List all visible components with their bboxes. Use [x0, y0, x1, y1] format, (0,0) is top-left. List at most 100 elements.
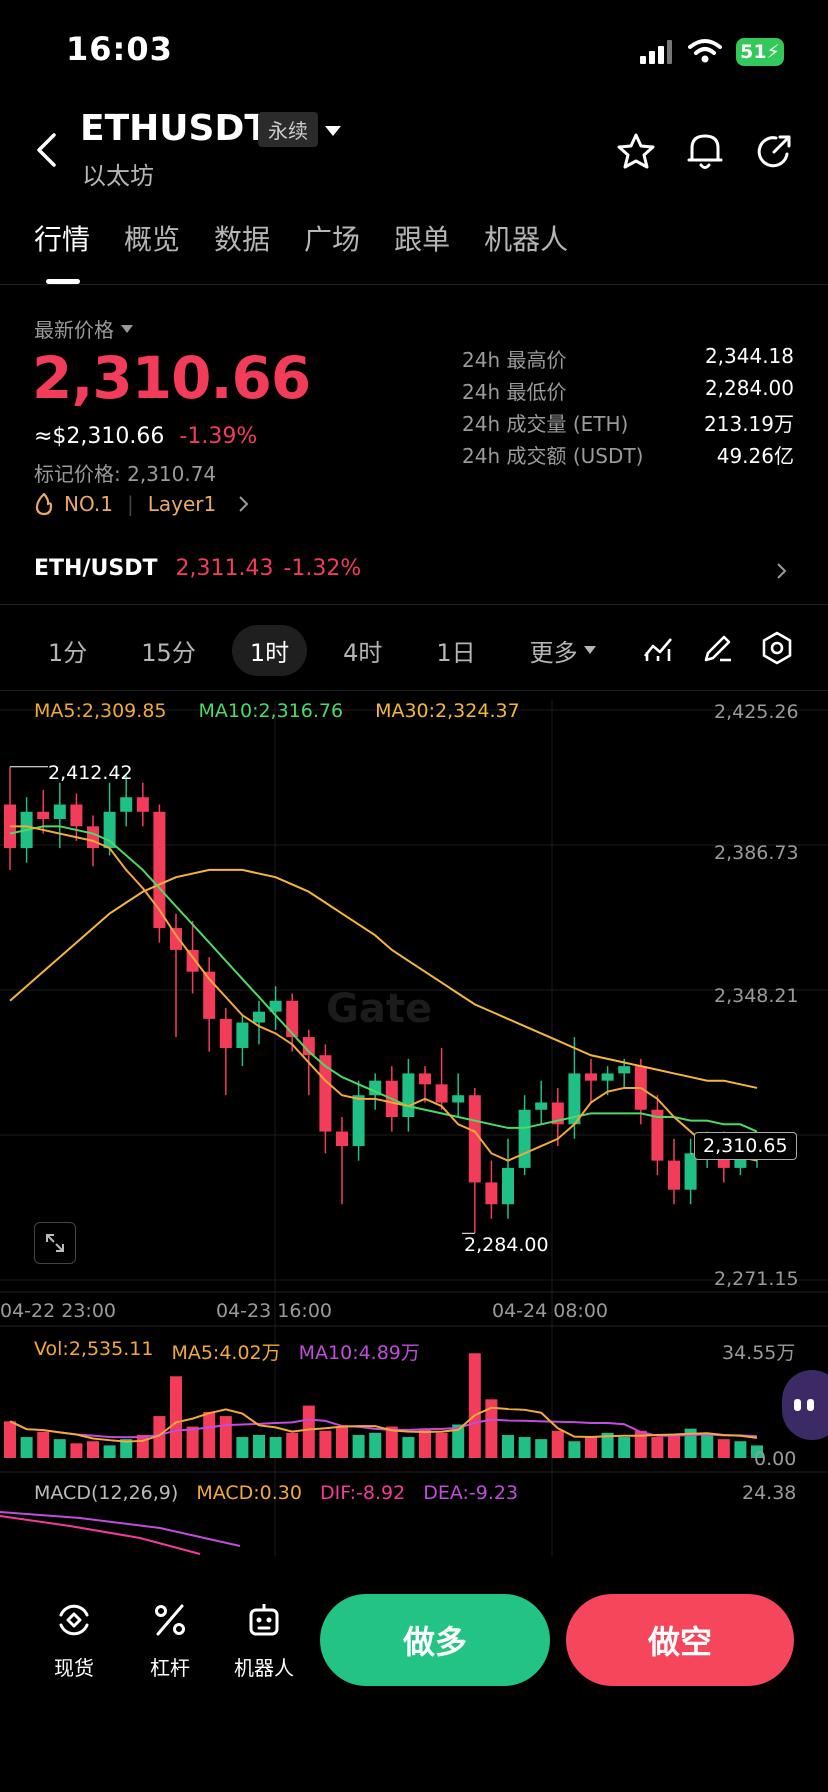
- volume-bar: [20, 1437, 33, 1458]
- tab-overview[interactable]: 概览: [124, 223, 181, 256]
- candle-body: [336, 1131, 348, 1147]
- page-title[interactable]: ETHUSDT: [80, 108, 269, 149]
- dea-value: DEA:-9.23: [423, 1482, 519, 1504]
- candle-body: [286, 1000, 299, 1038]
- draw-pen-icon[interactable]: [702, 632, 734, 664]
- spot-pair-label: ETH/USDT: [34, 556, 158, 581]
- macd-legend: MACD(12,26,9) MACD:0.30 DIF:-8.92 DEA:-9…: [34, 1482, 518, 1504]
- y-tick: 2,271.15: [714, 1268, 799, 1290]
- mark-price: 标记价格: 2,310.74: [34, 462, 217, 486]
- low-label: 2,284.00: [464, 1234, 549, 1256]
- caret-down-icon: [583, 646, 596, 654]
- interval-bar: 1分 15分 1时 4时 1日 更多: [0, 622, 828, 678]
- kline-chart[interactable]: [0, 690, 828, 1556]
- short-button[interactable]: 做空: [566, 1594, 794, 1686]
- stat-high: 24h 最高价 2,344.18: [462, 344, 794, 372]
- candle-body: [651, 1109, 664, 1161]
- indicator-icon[interactable]: [642, 632, 674, 664]
- high-label: 2,412.42: [48, 762, 133, 784]
- current-price-tag[interactable]: 2,310.65: [694, 1132, 797, 1160]
- volume-bar: [668, 1434, 680, 1458]
- bell-icon[interactable]: [686, 130, 724, 172]
- interval-4h[interactable]: 4时: [343, 638, 383, 667]
- star-icon[interactable]: [616, 132, 656, 172]
- volume-bar: [70, 1443, 83, 1458]
- fullscreen-button[interactable]: [34, 1222, 76, 1264]
- nav-spot[interactable]: 现货: [34, 1600, 114, 1681]
- volume-bar: [53, 1439, 66, 1458]
- volume-bar: [186, 1426, 199, 1458]
- volume-bar: [120, 1439, 133, 1458]
- volume-bar: [518, 1437, 531, 1458]
- volume-bar: [236, 1437, 249, 1458]
- tab-bot[interactable]: 机器人: [484, 223, 569, 256]
- candle-body: [170, 928, 182, 950]
- price-change: -1.39%: [179, 424, 258, 449]
- tab-data[interactable]: 数据: [214, 223, 271, 256]
- stat-low: 24h 最低价 2,284.00: [462, 376, 794, 404]
- volume-bar: [435, 1432, 448, 1458]
- caret-down-icon: [121, 324, 133, 333]
- vol-ma10-line: [9, 1418, 758, 1439]
- volume-bar: [4, 1421, 16, 1458]
- candle-body: [684, 1153, 697, 1190]
- candle-body: [37, 811, 50, 820]
- candle-body: [568, 1073, 581, 1125]
- volume-bar: [651, 1437, 664, 1458]
- interval-1d[interactable]: 1日: [436, 638, 476, 667]
- chevron-right-icon[interactable]: [776, 562, 788, 580]
- long-button[interactable]: 做多: [320, 1594, 550, 1686]
- divider: [0, 284, 828, 285]
- volume-bar: [170, 1376, 182, 1458]
- latest-price-selector[interactable]: 最新价格: [34, 314, 134, 343]
- interval-1m[interactable]: 1分: [48, 638, 88, 667]
- volume-bar: [585, 1437, 597, 1458]
- ma-legend: MA5:2,309.85 MA10:2,316.76 MA30:2,324.37: [34, 700, 520, 722]
- nav-bot[interactable]: 机器人: [224, 1600, 304, 1681]
- chevron-right-icon[interactable]: [238, 495, 250, 513]
- candle-body: [452, 1095, 465, 1103]
- ma10-legend: MA10:2,316.76: [198, 700, 344, 722]
- tab-square[interactable]: 广场: [304, 223, 361, 256]
- candle-body: [435, 1084, 448, 1103]
- volume-bar: [385, 1426, 398, 1458]
- volume-bar: [352, 1434, 365, 1458]
- candle-body: [269, 1000, 282, 1012]
- volume-bar: [535, 1439, 548, 1458]
- sector-tag[interactable]: Layer1: [147, 492, 217, 516]
- candle-body: [585, 1073, 597, 1081]
- nav-margin[interactable]: 杠杆: [130, 1600, 210, 1681]
- volume-bar: [701, 1434, 714, 1458]
- usd-value: ≈$2,310.66: [34, 424, 165, 449]
- interval-1h[interactable]: 1时: [231, 624, 308, 676]
- candle-body: [87, 826, 99, 849]
- share-icon[interactable]: [754, 132, 794, 172]
- settings-hex-icon[interactable]: [760, 630, 794, 666]
- candle-body: [103, 811, 116, 849]
- tab-copy-trade[interactable]: 跟单: [394, 223, 451, 256]
- volume-bar: [751, 1445, 763, 1458]
- candle-body: [253, 1011, 265, 1023]
- macd-top-tick: 24.38: [742, 1482, 797, 1504]
- x-tick: 04-24 08:00: [492, 1300, 609, 1322]
- back-icon[interactable]: [34, 132, 58, 168]
- candle-body: [468, 1095, 481, 1183]
- volume-bar: [153, 1416, 166, 1458]
- assistant-bubble[interactable]: [782, 1370, 828, 1440]
- volume-bar: [717, 1439, 730, 1458]
- signal-icon: [640, 40, 672, 64]
- dif-line: [0, 1515, 201, 1555]
- interval-15m[interactable]: 15分: [141, 638, 196, 667]
- caret-down-icon[interactable]: [324, 124, 342, 138]
- volume-bar: [319, 1430, 332, 1458]
- volume-bar: [468, 1353, 481, 1458]
- volume-bar: [103, 1445, 116, 1458]
- candle-body: [53, 804, 66, 820]
- candle-body: [153, 811, 166, 929]
- tab-market[interactable]: 行情: [34, 220, 90, 284]
- dif-value: DIF:-8.92: [319, 1482, 406, 1504]
- interval-more[interactable]: 更多: [512, 625, 614, 676]
- candle-body: [419, 1073, 431, 1085]
- spot-pair-row[interactable]: ETH/USDT 2,311.43 -1.32%: [34, 556, 794, 581]
- rank-tag[interactable]: NO.1: [64, 492, 113, 516]
